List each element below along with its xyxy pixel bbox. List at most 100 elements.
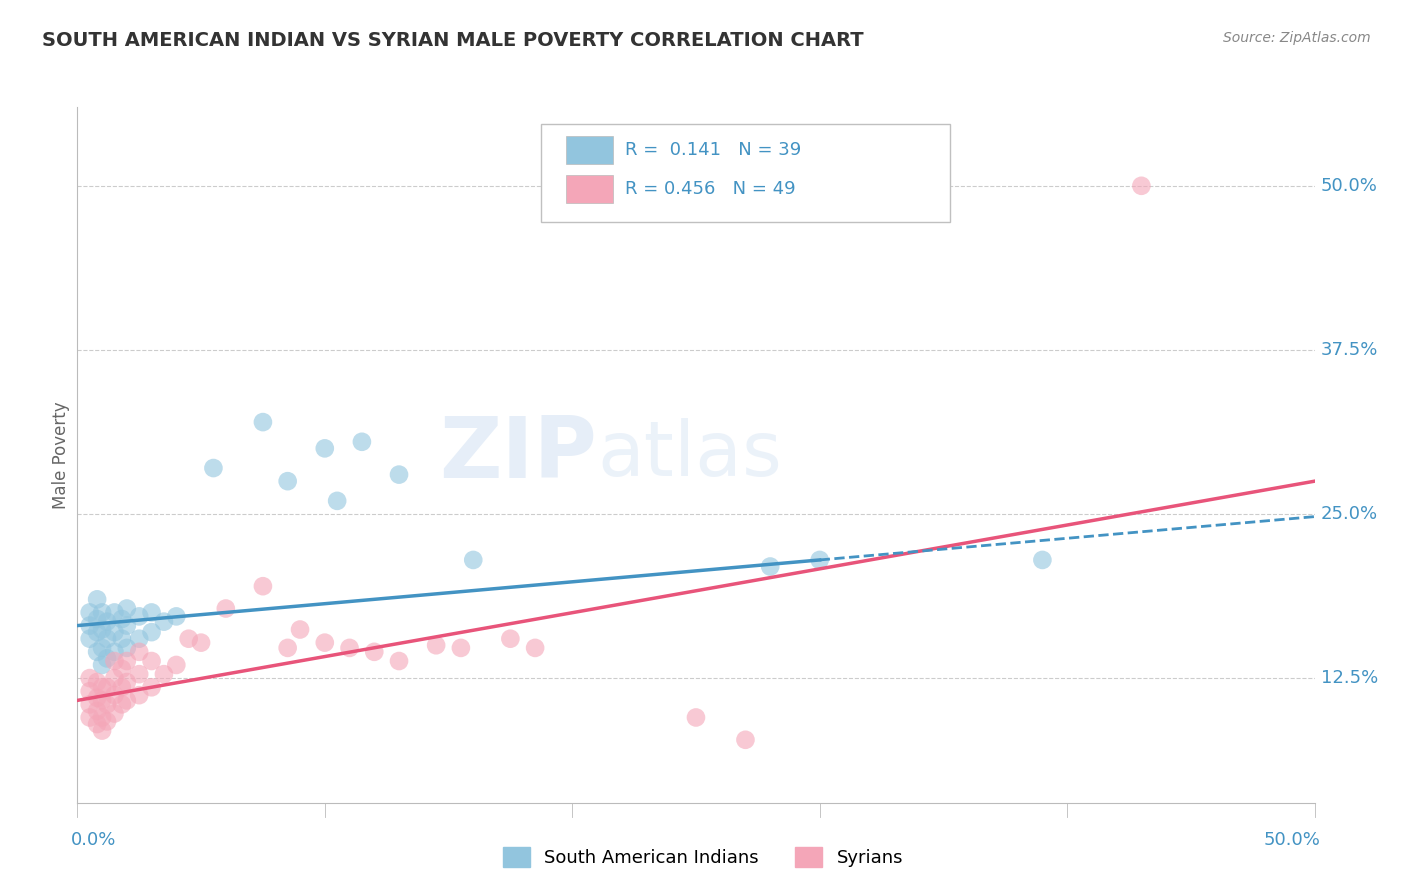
Point [86,690,108,705]
Point [115,601,138,615]
Point [86,612,108,626]
Y-axis label: Male Poverty: Male Poverty [52,401,70,508]
Point [91,680,114,694]
Point [103,654,125,668]
Point [141,654,163,668]
Point [103,688,125,702]
Point [808,553,831,567]
Text: 0.0%: 0.0% [72,830,117,848]
Point [277,640,299,655]
Point [685,710,707,724]
Point [91,723,114,738]
Point [350,434,373,449]
Point [215,601,238,615]
Point [91,693,114,707]
Point [190,635,212,649]
Point [314,635,336,649]
Point [115,693,138,707]
Point [759,559,782,574]
Point [115,675,138,690]
Point [128,632,150,646]
Point [79,632,101,646]
Point [339,640,361,655]
Point [165,609,187,624]
Point [326,494,349,508]
Point [153,615,176,629]
Point [96,680,118,694]
Point [96,698,118,712]
Point [111,632,134,646]
FancyBboxPatch shape [567,136,613,164]
Point [1130,178,1153,193]
Text: R =  0.141   N = 39: R = 0.141 N = 39 [626,141,801,159]
Point [450,640,472,655]
Point [103,606,125,620]
Point [96,714,118,729]
Point [86,645,108,659]
Point [277,474,299,488]
Point [425,638,447,652]
Point [165,657,187,672]
Point [96,615,118,629]
FancyBboxPatch shape [541,124,949,222]
Point [103,706,125,721]
Point [288,623,311,637]
Point [128,645,150,659]
Point [463,553,485,567]
Point [86,717,108,731]
Point [103,625,125,640]
Point [91,623,114,637]
Point [314,442,336,456]
Point [86,675,108,690]
Point [734,732,756,747]
Point [79,606,101,620]
Point [128,688,150,702]
Text: 37.5%: 37.5% [1320,341,1378,359]
Point [86,625,108,640]
Text: ZIP: ZIP [439,413,598,497]
Text: R = 0.456   N = 49: R = 0.456 N = 49 [626,180,796,198]
Point [86,704,108,718]
Point [91,640,114,655]
Point [141,625,163,640]
Point [115,654,138,668]
Point [388,467,411,482]
Text: Source: ZipAtlas.com: Source: ZipAtlas.com [1223,31,1371,45]
Point [252,579,274,593]
Point [128,667,150,681]
Point [141,680,163,694]
Point [363,645,385,659]
Text: 50.0%: 50.0% [1320,177,1378,194]
Point [202,461,225,475]
Text: 25.0%: 25.0% [1320,505,1378,523]
Point [111,662,134,676]
Point [86,592,108,607]
Point [111,680,134,694]
Point [103,671,125,685]
Legend: South American Indians, Syrians: South American Indians, Syrians [496,839,910,874]
Point [141,606,163,620]
Point [79,671,101,685]
Text: 12.5%: 12.5% [1320,669,1378,687]
Point [115,618,138,632]
Point [252,415,274,429]
FancyBboxPatch shape [567,175,613,203]
Point [153,667,176,681]
Point [91,710,114,724]
Point [79,684,101,698]
Point [96,651,118,665]
Point [79,710,101,724]
Text: atlas: atlas [598,418,782,491]
Point [91,657,114,672]
Point [111,612,134,626]
Point [96,632,118,646]
Point [79,618,101,632]
Point [91,606,114,620]
Text: SOUTH AMERICAN INDIAN VS SYRIAN MALE POVERTY CORRELATION CHART: SOUTH AMERICAN INDIAN VS SYRIAN MALE POV… [42,31,863,50]
Point [128,609,150,624]
Point [524,640,547,655]
Point [177,632,200,646]
Point [388,654,411,668]
Point [499,632,522,646]
Point [79,698,101,712]
